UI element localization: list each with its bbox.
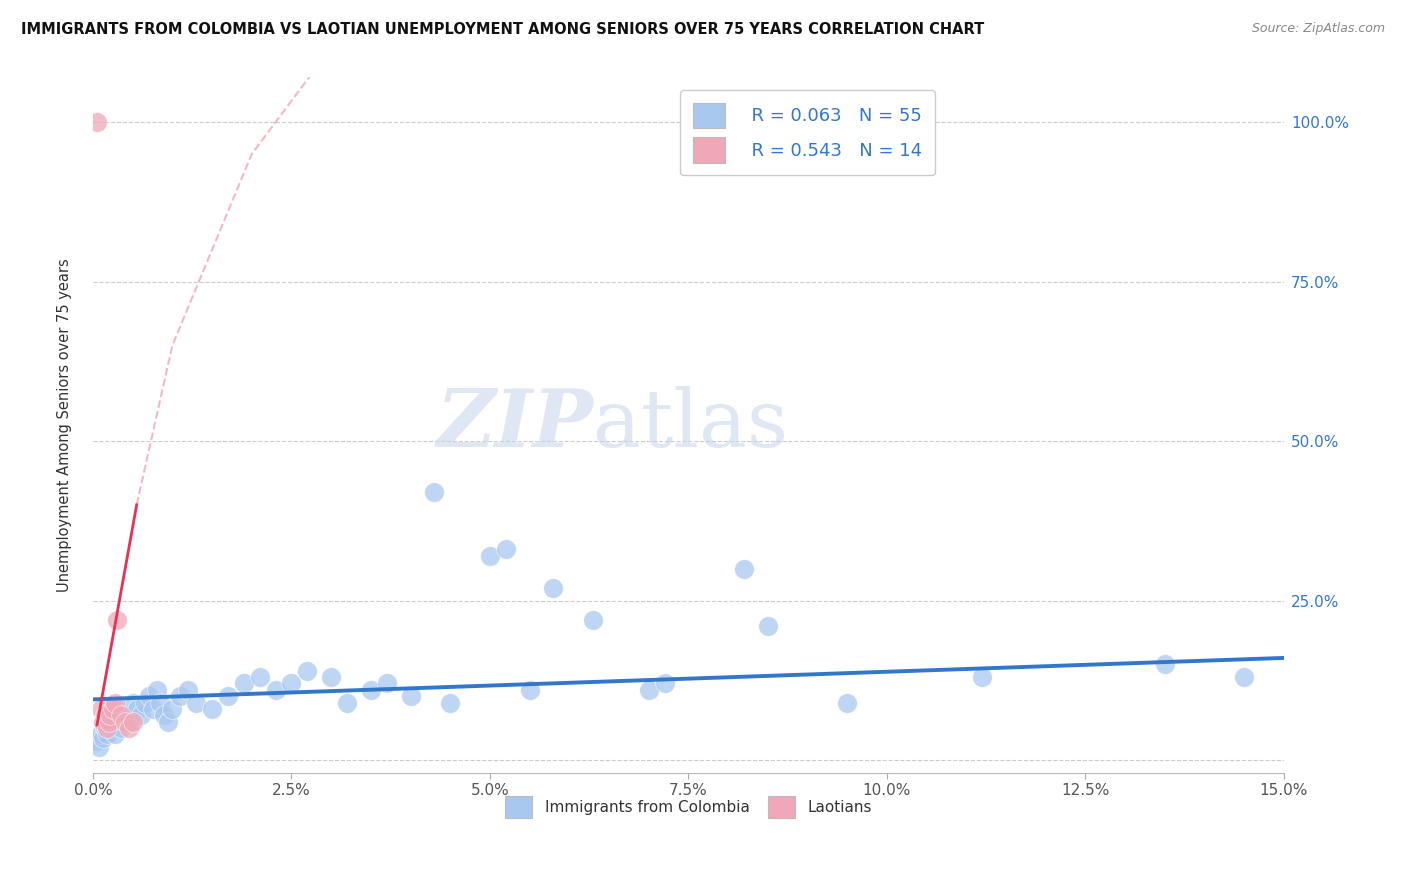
Point [104,696,127,710]
Point [439,696,461,710]
Text: Source: ZipAtlas.com: Source: ZipAtlas.com [1251,22,1385,36]
Point [399,689,422,703]
Point [637,682,659,697]
Point [86,734,108,748]
Point [519,682,541,697]
Point [89,740,111,755]
Point [104,727,127,741]
Point [114,708,136,723]
Point [121,696,143,710]
Point [232,676,254,690]
Point [97,714,120,729]
Point [162,702,184,716]
Point [91,714,114,729]
Point [297,664,319,678]
Point [478,549,501,563]
Point [145,682,167,697]
Point [114,714,136,729]
Point [249,670,271,684]
Point [97,714,120,729]
Point [321,670,343,684]
Point [91,731,114,745]
Point [110,721,132,735]
Point [217,689,239,703]
Point [264,682,287,697]
Legend: Immigrants from Colombia, Laotians: Immigrants from Colombia, Laotians [499,790,879,824]
Point [543,581,565,595]
Point [756,619,779,633]
Point [375,676,398,690]
Point [94,721,117,735]
Point [96,721,118,735]
Point [149,696,172,710]
Point [105,613,128,627]
Point [201,702,224,716]
Point [94,708,117,723]
Point [121,714,143,729]
Point [101,702,124,716]
Point [134,696,156,710]
Text: ZIP: ZIP [436,386,593,464]
Point [654,676,676,690]
Point [177,682,200,697]
Point [582,613,605,627]
Point [100,721,122,735]
Point [100,708,122,723]
Point [90,727,112,741]
Point [101,708,124,723]
Text: IMMIGRANTS FROM COLOMBIA VS LAOTIAN UNEMPLOYMENT AMONG SENIORS OVER 75 YEARS COR: IMMIGRANTS FROM COLOMBIA VS LAOTIAN UNEM… [21,22,984,37]
Point [86,115,108,129]
Point [837,696,859,710]
Point [1233,670,1256,684]
Point [733,561,755,575]
Point [90,702,112,716]
Point [280,676,302,690]
Text: atlas: atlas [593,386,789,464]
Point [138,689,160,703]
Point [972,670,994,684]
Point [105,702,128,716]
Point [495,542,517,557]
Point [153,708,176,723]
Point [118,721,141,735]
Point [1153,657,1175,672]
Point [360,682,382,697]
Point [169,689,191,703]
Point [142,702,165,716]
Point [423,485,446,500]
Point [129,708,152,723]
Point [186,696,208,710]
Point [96,727,118,741]
Point [125,702,148,716]
Point [336,696,359,710]
Point [157,714,180,729]
Point [118,714,141,729]
Point [110,708,132,723]
Y-axis label: Unemployment Among Seniors over 75 years: Unemployment Among Seniors over 75 years [58,258,72,592]
